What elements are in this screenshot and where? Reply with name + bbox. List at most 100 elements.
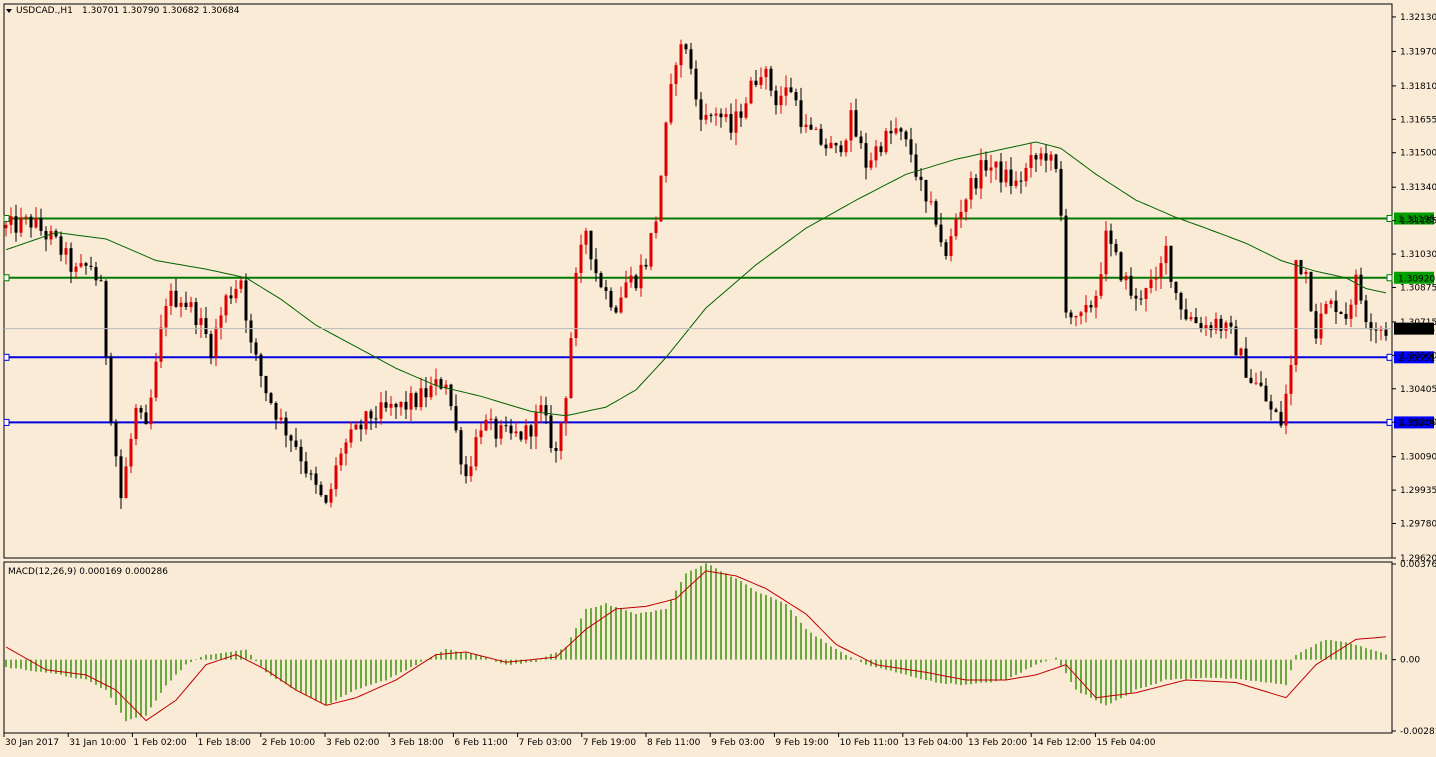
- candle-body: [569, 338, 573, 399]
- candle-body: [369, 411, 373, 419]
- candle-body: [509, 425, 513, 434]
- price-tick-label: 1.31030: [1400, 250, 1436, 260]
- candle-body: [549, 415, 553, 449]
- candle-body: [289, 435, 293, 441]
- candle-body: [769, 68, 773, 91]
- candle-body: [349, 429, 353, 443]
- candle-body: [244, 280, 248, 321]
- candle-body: [399, 401, 403, 408]
- candle-body: [1349, 304, 1353, 319]
- candle-body: [1289, 364, 1293, 394]
- price-tick-label: 1.29780: [1400, 520, 1436, 530]
- candle-body: [969, 178, 973, 200]
- candle-body: [424, 388, 428, 398]
- candle-body: [1264, 385, 1268, 402]
- candle-body: [1029, 155, 1033, 168]
- candle-body: [344, 442, 348, 454]
- candle-body: [329, 489, 333, 503]
- candle-body: [259, 354, 263, 376]
- candle-body: [914, 154, 918, 177]
- candle-body: [619, 297, 623, 313]
- candle-body: [634, 275, 638, 289]
- candle-body: [589, 230, 593, 260]
- candle-body: [964, 199, 968, 212]
- candle-body: [174, 290, 178, 307]
- candle-body: [34, 218, 38, 228]
- candle-body: [454, 406, 458, 431]
- chart-header: USDCAD.,H1 1.30701 1.30790 1.30682 1.306…: [6, 6, 240, 577]
- candle-body: [1329, 300, 1333, 305]
- candle-body: [204, 318, 208, 334]
- candle-body: [1174, 281, 1178, 294]
- ohlc-label: 1.30701 1.30790 1.30682 1.30684: [82, 6, 240, 16]
- candle-body: [734, 111, 738, 133]
- candle-body: [794, 92, 798, 101]
- price-tick-label: 1.30090: [1400, 453, 1436, 463]
- candle-body: [614, 307, 618, 313]
- level-handle-left[interactable]: [3, 214, 10, 222]
- candle-body: [1249, 377, 1253, 383]
- level-handle-right[interactable]: [1386, 214, 1393, 222]
- candle-body: [1039, 153, 1043, 160]
- candle-body: [1069, 312, 1073, 318]
- candle-body: [869, 160, 873, 168]
- candle-body: [819, 128, 823, 145]
- candle-body: [379, 402, 383, 419]
- time-tick-label: 9 Feb 19:00: [775, 738, 829, 748]
- candle-body: [749, 80, 753, 104]
- candle-body: [1184, 309, 1188, 320]
- level-handle-left[interactable]: [3, 274, 10, 282]
- level-handle-left[interactable]: [3, 353, 10, 361]
- level-handle-right[interactable]: [1386, 353, 1393, 361]
- candle-body: [149, 397, 153, 425]
- candle-body: [954, 218, 958, 237]
- candle-body: [449, 384, 453, 407]
- candle-body: [1344, 313, 1348, 319]
- candle-body: [14, 216, 18, 233]
- candle-body: [1044, 153, 1048, 161]
- level-handle-right[interactable]: [1386, 418, 1393, 426]
- price-tick-label: 1.31970: [1400, 47, 1436, 57]
- candle-body: [1159, 263, 1163, 278]
- candle-body: [1099, 274, 1103, 296]
- candle-body: [249, 320, 253, 343]
- candle-body: [514, 431, 518, 434]
- candle-body: [1314, 311, 1318, 339]
- candle-body: [714, 113, 718, 116]
- candle-body: [1269, 401, 1273, 410]
- candle-body: [29, 216, 33, 228]
- candle-body: [1154, 277, 1158, 280]
- candle-body: [899, 128, 903, 132]
- candle-body: [59, 236, 63, 255]
- candle-body: [1229, 322, 1233, 327]
- candle-body: [89, 265, 93, 267]
- chevron-down-icon[interactable]: [6, 9, 12, 13]
- candle-body: [1219, 318, 1223, 331]
- level-handle-right[interactable]: [1386, 274, 1393, 282]
- candle-body: [1369, 322, 1373, 330]
- current-price-tag: [1394, 322, 1434, 335]
- candle-body: [874, 146, 878, 161]
- candle-body: [604, 287, 608, 291]
- candle-body: [1379, 329, 1383, 331]
- candle-body: [519, 431, 523, 440]
- candle-body: [419, 388, 423, 408]
- candle-body: [674, 65, 678, 85]
- candle-body: [709, 114, 713, 116]
- candle-body: [49, 230, 53, 240]
- candle-body: [699, 99, 703, 120]
- candle-body: [564, 398, 568, 423]
- level-handle-left[interactable]: [3, 418, 10, 426]
- candle-body: [284, 417, 288, 436]
- level-price-label: 1.30551: [1398, 354, 1435, 364]
- candle-body: [494, 418, 498, 439]
- candle-body: [79, 263, 83, 267]
- symbol-label: USDCAD.,H1: [16, 6, 73, 16]
- candle-body: [214, 327, 218, 358]
- level-price-label: 1.30249: [1398, 419, 1435, 429]
- candle-body: [114, 422, 118, 457]
- candle-body: [859, 136, 863, 144]
- candle-body: [754, 80, 758, 85]
